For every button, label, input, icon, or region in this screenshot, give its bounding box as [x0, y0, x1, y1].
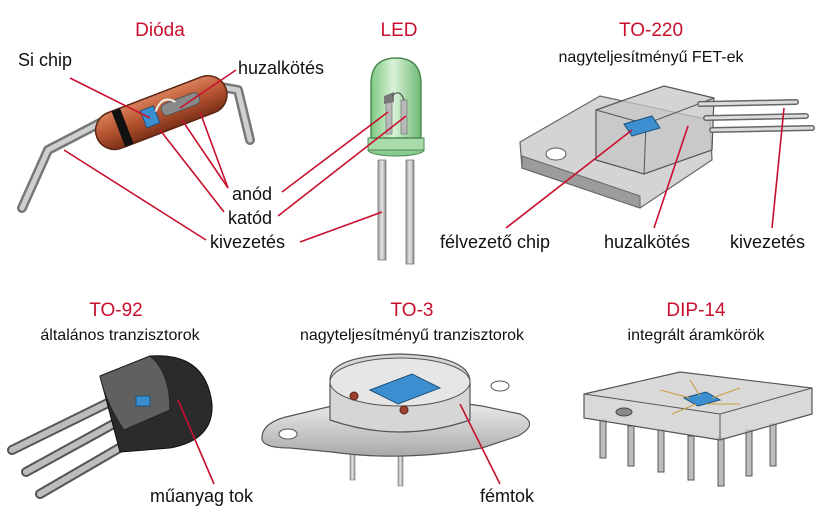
- to220-title: TO-220: [619, 20, 683, 41]
- to3-label-case: fémtok: [480, 486, 535, 506]
- diode-illustration: [17, 74, 255, 213]
- diode-label-wire: huzalkötés: [238, 58, 324, 78]
- led-illustration: [367, 57, 425, 265]
- diode-label-lead: kivezetés: [210, 232, 285, 252]
- to92-leader-line: [177, 399, 215, 485]
- dip14-title: DIP-14: [666, 300, 726, 321]
- to220-label-chip: félvezető chip: [440, 232, 550, 252]
- to92-title: TO-92: [89, 300, 143, 321]
- to3-title: TO-3: [391, 300, 434, 321]
- to3-leader-line: [459, 403, 501, 485]
- diode-label-chip: Si chip: [18, 50, 72, 70]
- to92-label-case: műanyag tok: [150, 486, 254, 506]
- dip14-subtitle: integrált áramkörök: [628, 327, 766, 344]
- to220-subtitle: nagyteljesítményű FET-ek: [559, 49, 745, 66]
- diode-label-cathode: katód: [228, 208, 272, 228]
- to92-illustration: [7, 355, 213, 499]
- led-title: LED: [381, 20, 418, 41]
- dip14-illustration: [583, 371, 813, 487]
- diode-title: Dióda: [135, 20, 185, 41]
- to220-leader-lines: [505, 107, 785, 229]
- to3-illustration: [261, 353, 531, 487]
- to92-subtitle: általános tranzisztorok: [40, 327, 200, 344]
- to220-label-lead: kivezetés: [730, 232, 805, 252]
- to3-subtitle: nagyteljesítményű tranzisztorok: [300, 327, 525, 344]
- diode-leader-lines: [63, 69, 237, 241]
- led-leader-lines: [277, 111, 407, 243]
- to220-label-wire: huzalkötés: [604, 232, 690, 252]
- diode-label-anode: anód: [232, 184, 272, 204]
